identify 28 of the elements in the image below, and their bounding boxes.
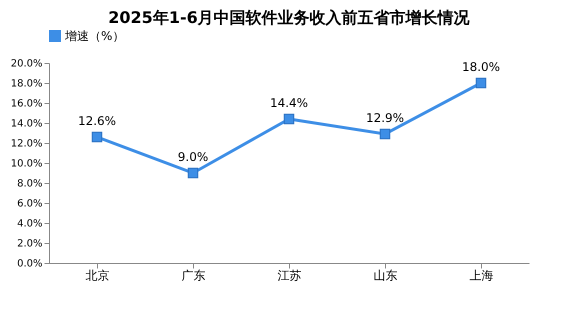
y-tick-label: 6.0%: [17, 198, 42, 210]
x-tick-label: 江苏: [278, 268, 302, 282]
data-label: 12.6%: [78, 114, 116, 128]
data-label: 12.9%: [366, 111, 404, 125]
y-tick-label: 10.0%: [10, 158, 42, 170]
data-label: 18.0%: [462, 60, 500, 74]
y-tick-label: 18.0%: [10, 78, 42, 90]
point: [92, 132, 102, 142]
data-label: 14.4%: [270, 96, 308, 110]
y-tick-label: 12.0%: [10, 138, 42, 150]
y-tick-label: 2.0%: [17, 238, 42, 250]
y-tick-label: 14.0%: [10, 118, 42, 130]
y-tick-label: 4.0%: [17, 218, 42, 230]
x-tick-label: 上海: [470, 268, 494, 282]
x-tick-label: 广东: [182, 268, 206, 282]
y-tick-label: 8.0%: [17, 178, 42, 190]
legend-label: 增速（%）: [64, 29, 124, 43]
data-label: 9.0%: [178, 150, 208, 164]
point: [476, 78, 486, 88]
y-tick-label: 20.0%: [10, 58, 42, 70]
y-tick-label: 16.0%: [10, 98, 42, 110]
y-tick-label: 0.0%: [17, 258, 42, 270]
x-tick-label: 山东: [374, 268, 398, 282]
point: [188, 168, 198, 178]
point: [284, 114, 294, 124]
chart-title: 2025年1-6月中国软件业务收入前五省市增长情况: [108, 8, 471, 27]
x-tick-label: 北京: [86, 268, 110, 282]
point: [380, 128, 390, 140]
